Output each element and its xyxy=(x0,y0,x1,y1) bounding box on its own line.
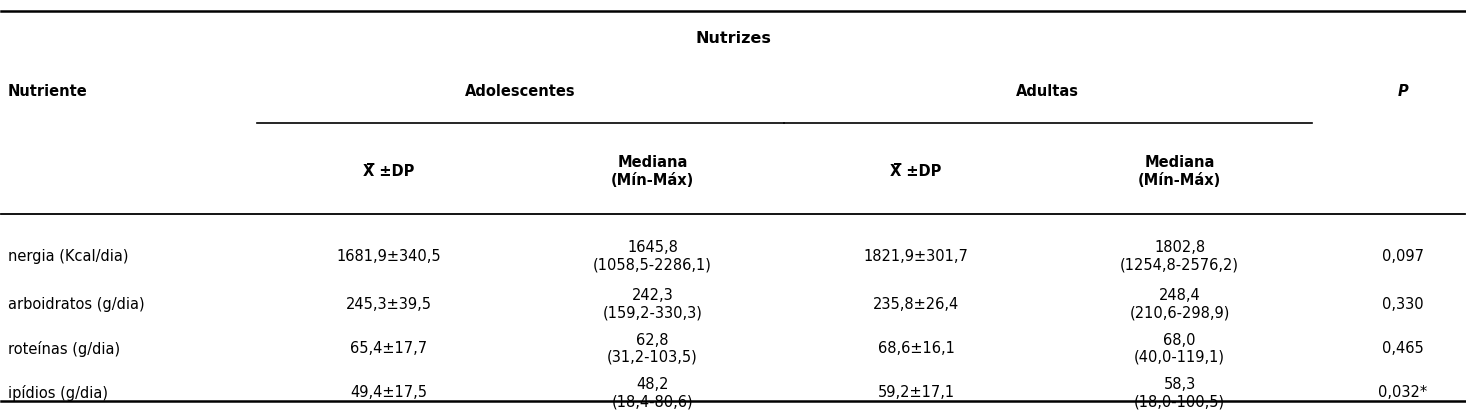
Text: 0,465: 0,465 xyxy=(1382,341,1423,356)
Text: Mediana
(Mín-Máx): Mediana (Mín-Máx) xyxy=(611,155,693,188)
Text: 242,3
(159,2-330,3): 242,3 (159,2-330,3) xyxy=(603,288,702,321)
Text: 68,0
(40,0-119,1): 68,0 (40,0-119,1) xyxy=(1135,332,1226,365)
Text: arboidratos (g/dia): arboidratos (g/dia) xyxy=(7,297,145,312)
Text: 0,032*: 0,032* xyxy=(1378,386,1428,400)
Text: 245,3±39,5: 245,3±39,5 xyxy=(346,297,432,312)
Text: 59,2±17,1: 59,2±17,1 xyxy=(878,386,954,400)
Text: 65,4±17,7: 65,4±17,7 xyxy=(350,341,428,356)
Text: P: P xyxy=(1397,84,1409,99)
Text: 68,6±16,1: 68,6±16,1 xyxy=(878,341,954,356)
Text: 1821,9±301,7: 1821,9±301,7 xyxy=(863,249,969,264)
Text: X̅ ±DP: X̅ ±DP xyxy=(890,164,941,179)
Text: 248,4
(210,6-298,9): 248,4 (210,6-298,9) xyxy=(1129,288,1230,321)
Text: Nutrizes: Nutrizes xyxy=(695,31,771,47)
Text: 235,8±26,4: 235,8±26,4 xyxy=(872,297,959,312)
Text: 1802,8
(1254,8-2576,2): 1802,8 (1254,8-2576,2) xyxy=(1120,240,1239,272)
Text: nergia (Kcal/dia): nergia (Kcal/dia) xyxy=(7,249,129,264)
Text: X̅ ±DP: X̅ ±DP xyxy=(364,164,415,179)
Text: 48,2
(18,4-80,6): 48,2 (18,4-80,6) xyxy=(611,377,693,409)
Text: 58,3
(18,0-100,5): 58,3 (18,0-100,5) xyxy=(1135,377,1226,409)
Text: 0,330: 0,330 xyxy=(1382,297,1423,312)
Text: roteínas (g/dia): roteínas (g/dia) xyxy=(7,341,120,357)
Text: Nutriente: Nutriente xyxy=(7,84,88,99)
Text: 49,4±17,5: 49,4±17,5 xyxy=(350,386,427,400)
Text: Adolescentes: Adolescentes xyxy=(465,84,576,99)
Text: 62,8
(31,2-103,5): 62,8 (31,2-103,5) xyxy=(607,332,698,365)
Text: Adultas: Adultas xyxy=(1016,84,1079,99)
Text: ipídios (g/dia): ipídios (g/dia) xyxy=(7,385,108,401)
Text: 1645,8
(1058,5-2286,1): 1645,8 (1058,5-2286,1) xyxy=(594,240,712,272)
Text: Mediana
(Mín-Máx): Mediana (Mín-Máx) xyxy=(1138,155,1221,188)
Text: 0,097: 0,097 xyxy=(1382,249,1423,264)
Text: 1681,9±340,5: 1681,9±340,5 xyxy=(337,249,441,264)
